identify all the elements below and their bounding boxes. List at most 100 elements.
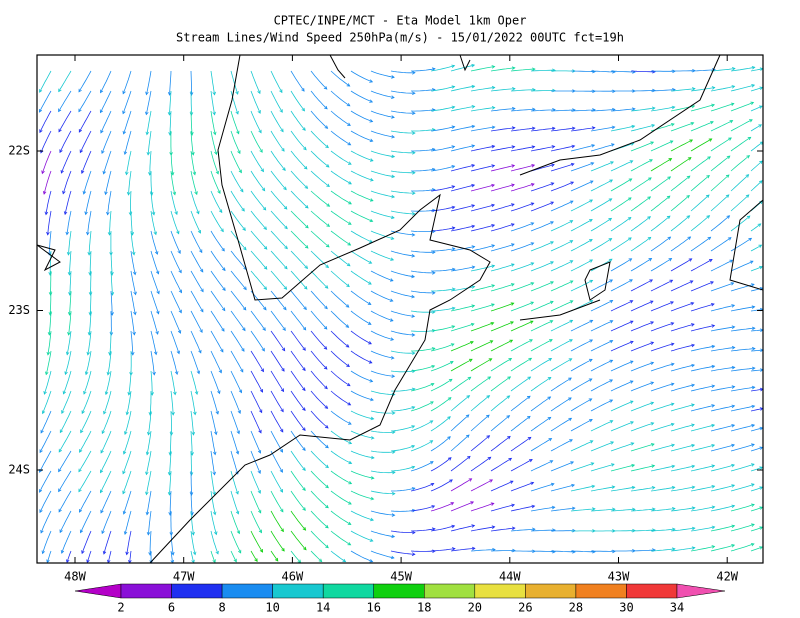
streamline	[48, 310, 52, 335]
streamline-arrow	[411, 465, 416, 470]
streamline-arrow	[257, 490, 261, 494]
streamline-arrow	[303, 165, 308, 170]
streamline-arrow	[751, 523, 755, 527]
streamline-arrow	[491, 203, 495, 208]
streamline-arrow	[528, 357, 533, 362]
streamline-arrow	[347, 521, 352, 525]
streamline	[290, 230, 309, 249]
streamline-arrow	[549, 300, 554, 305]
streamline-arrow	[647, 236, 652, 241]
streamline-arrow	[672, 527, 676, 532]
streamline-arrow	[706, 215, 711, 219]
colorbar-box	[575, 583, 627, 599]
streamline-arrow	[125, 551, 129, 556]
streamline	[450, 266, 475, 272]
streamline	[330, 110, 351, 126]
map-frame	[36, 54, 764, 564]
streamline-arrow	[192, 551, 197, 556]
streamline-arrow	[174, 211, 178, 216]
streamline-arrow	[213, 131, 217, 136]
streamline-arrow	[711, 505, 716, 510]
streamline	[390, 170, 415, 174]
streamline-arrow	[550, 182, 555, 186]
streamline	[650, 486, 675, 492]
streamline-arrow	[346, 283, 350, 288]
streamline	[630, 487, 655, 492]
streamline	[68, 310, 72, 335]
streamline-arrow	[284, 265, 288, 270]
streamline-arrow	[370, 397, 374, 402]
streamline-arrow	[532, 67, 536, 71]
streamline-arrow	[411, 314, 416, 318]
streamline	[350, 150, 374, 162]
streamline	[470, 456, 491, 472]
streamline	[350, 170, 374, 181]
streamlines	[39, 63, 764, 564]
streamline	[610, 421, 634, 432]
streamline-arrow	[221, 328, 225, 332]
streamline	[390, 550, 415, 555]
streamline	[570, 144, 595, 152]
streamline-arrow	[746, 155, 751, 159]
streamline-arrow	[751, 443, 755, 447]
streamline-arrow	[170, 171, 175, 176]
streamline	[610, 258, 632, 272]
streamline	[430, 436, 451, 452]
streamline	[330, 150, 352, 165]
streamline-arrow	[547, 377, 552, 381]
streamline-arrow	[550, 201, 555, 205]
streamline-arrow	[430, 483, 435, 487]
streamline-arrow	[670, 301, 674, 305]
streamline-arrow	[691, 363, 696, 368]
streamline	[550, 163, 575, 172]
streamline	[190, 130, 194, 155]
streamline	[290, 470, 306, 491]
streamline	[650, 106, 675, 112]
streamline	[290, 390, 306, 411]
streamline	[370, 390, 395, 395]
streamline	[430, 106, 455, 112]
streamline	[450, 456, 471, 472]
streamline-arrow	[631, 124, 636, 129]
streamline	[410, 483, 434, 492]
streamline	[470, 503, 494, 512]
streamline	[650, 508, 675, 512]
streamline	[62, 170, 72, 194]
streamline-arrow	[325, 164, 330, 168]
streamline-arrow	[262, 206, 267, 211]
streamline	[550, 339, 573, 352]
streamline-arrow	[347, 242, 352, 246]
streamline	[69, 270, 72, 296]
streamline-arrow	[214, 531, 218, 536]
streamline-arrow	[215, 170, 219, 175]
streamline-arrow	[346, 103, 351, 107]
streamline-arrow	[212, 91, 216, 96]
streamline	[630, 216, 651, 232]
streamline	[431, 268, 455, 272]
streamline	[490, 321, 514, 332]
streamline	[78, 110, 92, 133]
streamline-arrow	[731, 443, 735, 448]
streamline	[123, 110, 132, 134]
streamline	[39, 70, 52, 93]
streamline-arrow	[451, 145, 456, 149]
streamline-arrow	[389, 318, 394, 322]
streamline-arrow	[687, 157, 692, 161]
streamline-arrow	[432, 291, 436, 295]
streamline-arrow	[511, 106, 516, 111]
streamline	[390, 70, 415, 74]
streamline	[230, 170, 244, 193]
streamline	[430, 248, 455, 252]
streamline	[730, 194, 750, 212]
streamline-arrow	[628, 237, 632, 241]
streamline	[270, 110, 284, 132]
streamline-arrow	[592, 507, 596, 511]
streamline-arrow	[145, 91, 149, 96]
streamline-arrow	[751, 283, 755, 287]
streamline	[510, 357, 532, 372]
streamline	[570, 359, 593, 372]
streamline	[122, 470, 132, 494]
streamline	[690, 121, 714, 132]
streamline-arrow	[491, 125, 496, 130]
